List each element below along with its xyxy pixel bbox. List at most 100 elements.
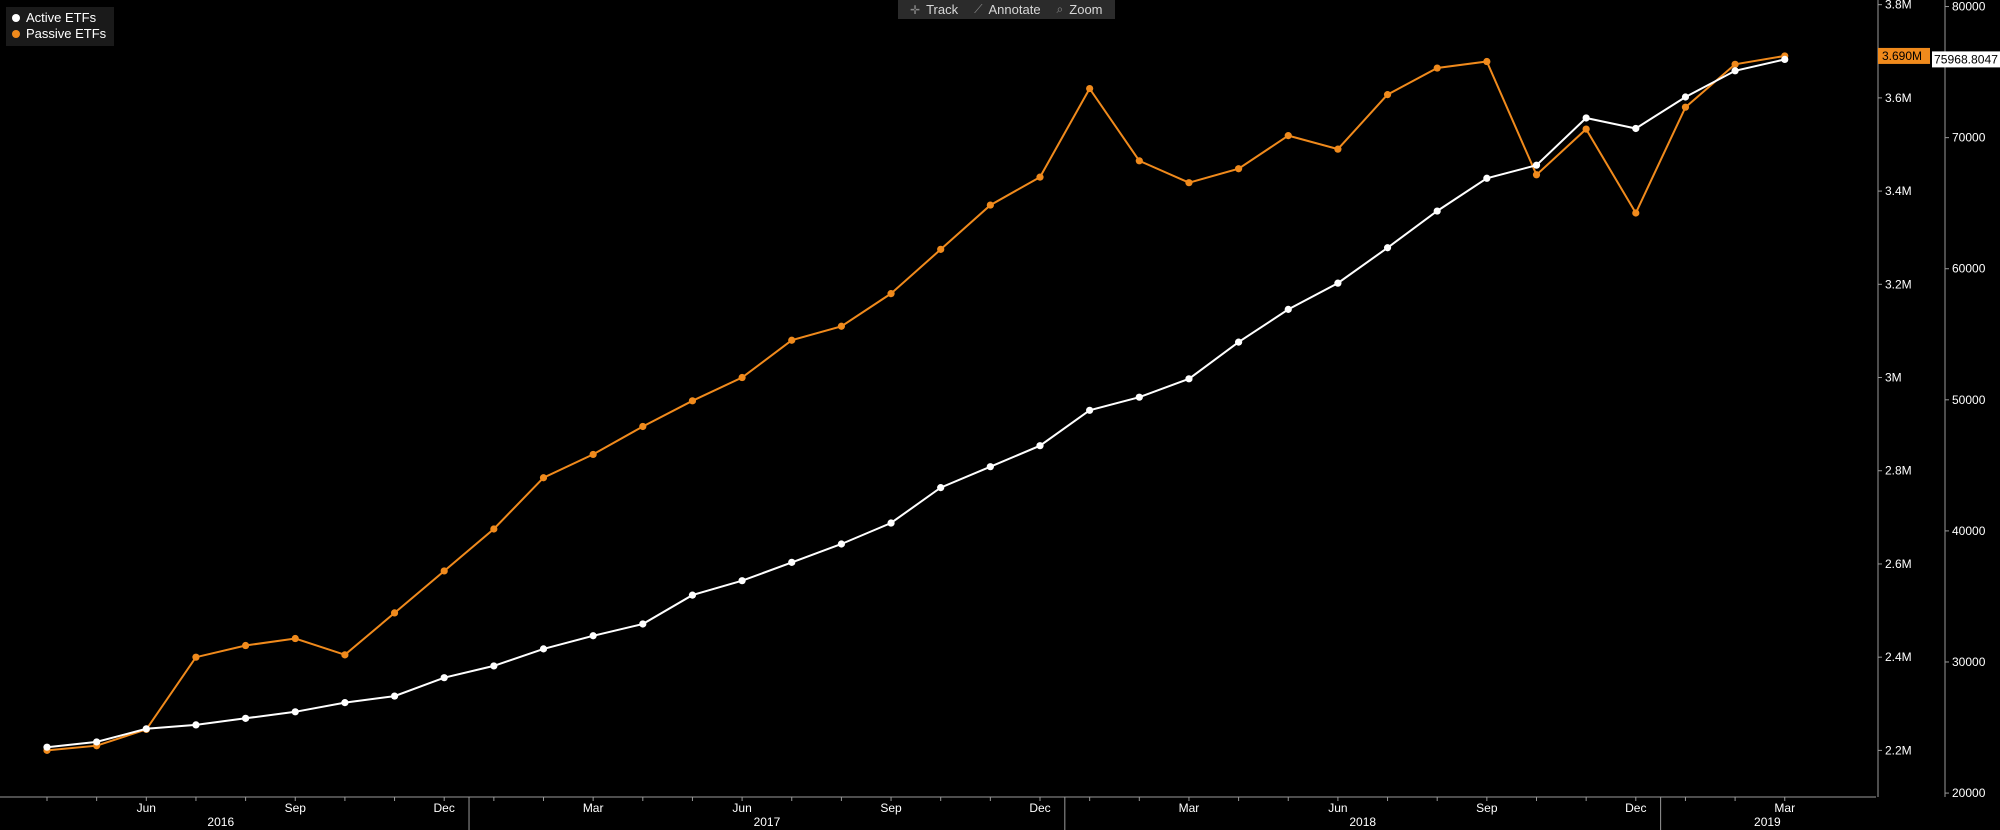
data-point-active [1433, 207, 1441, 215]
data-point-active [1483, 174, 1491, 182]
data-point-active [1036, 442, 1044, 450]
badge-active-bg [1932, 51, 2000, 68]
data-point-active [1086, 406, 1094, 414]
data-point-passive [1681, 103, 1690, 111]
data-point-passive [1086, 84, 1094, 93]
data-point-passive [589, 450, 597, 459]
y-inner-tick-label: 2.8M [1885, 464, 1912, 478]
y-inner-tick-label: 2.4M [1885, 650, 1912, 664]
data-point-active [93, 738, 101, 746]
data-point-active [1632, 124, 1640, 133]
x-tick-label: Dec [434, 801, 455, 815]
legend-item-passive[interactable]: Passive ETFs [12, 26, 106, 42]
data-point-active [1235, 338, 1243, 346]
data-point-passive [291, 634, 299, 643]
y-inner-tick-label: 3.4M [1885, 184, 1912, 198]
y-outer-tick-label: 20000 [1952, 786, 1986, 800]
data-point-passive [192, 653, 200, 661]
data-point-passive [788, 336, 796, 344]
data-point-active [688, 591, 697, 599]
data-point-active [539, 645, 548, 653]
data-point-active [43, 743, 51, 751]
x-tick-label: Jun [137, 801, 156, 815]
x-tick-label: Dec [1625, 801, 1646, 815]
data-point-active [242, 714, 250, 722]
data-point-active [341, 699, 349, 707]
y-inner-tick-label: 3M [1885, 371, 1902, 385]
data-point-active [291, 708, 299, 716]
chart-toolbar: ✛ Track ⟋ Annotate ⌕ Zoom [898, 0, 1115, 19]
series-line-passive [46, 54, 1785, 752]
zoom-button[interactable]: ⌕ Zoom [1049, 2, 1111, 17]
data-point-active [1185, 375, 1193, 383]
legend-item-active[interactable]: Active ETFs [12, 10, 106, 26]
track-button[interactable]: ✛ Track [902, 2, 966, 17]
legend-active-label: Active ETFs [26, 10, 97, 25]
year-label: 2016 [207, 815, 234, 829]
data-point-active [837, 540, 846, 548]
data-point-passive [837, 322, 846, 330]
data-point-active [1582, 114, 1590, 122]
data-point-active [1681, 93, 1690, 101]
y-outer-tick-label: 60000 [1952, 262, 1986, 276]
data-point-active [1731, 67, 1739, 75]
x-tick-label: Dec [1029, 801, 1050, 815]
y-outer-tick-label: 70000 [1952, 131, 1986, 145]
data-point-active [490, 662, 498, 670]
year-label: 2018 [1349, 815, 1376, 829]
data-point-active [192, 721, 200, 729]
y-outer-tick-label: 80000 [1952, 0, 1986, 14]
data-point-active [639, 620, 647, 628]
data-point-passive [390, 609, 399, 617]
data-point-passive [1731, 60, 1739, 68]
pencil-icon: ⟋ [974, 2, 983, 16]
data-point-passive [1582, 125, 1590, 133]
x-tick-label: Sep [880, 801, 902, 815]
year-label: 2019 [1754, 815, 1781, 829]
data-point-passive [1632, 209, 1640, 217]
x-tick-label: Jun [1328, 801, 1347, 815]
zoom-label: Zoom [1069, 2, 1103, 17]
data-point-active [1284, 305, 1292, 313]
y-inner-tick-label: 3.8M [1885, 0, 1912, 12]
data-point-active [1135, 393, 1143, 401]
data-point-active [589, 632, 597, 640]
badge-active-value: 75968.8047 [1934, 52, 1998, 66]
data-point-passive [1284, 132, 1292, 140]
data-point-active [937, 484, 945, 492]
data-point-active [887, 519, 895, 527]
data-point-passive [639, 422, 647, 431]
data-point-passive [986, 201, 994, 209]
badge-passive-bg [1878, 47, 1930, 64]
annotate-button[interactable]: ⟋ Annotate [966, 2, 1048, 17]
data-point-active [1334, 279, 1342, 287]
data-point-passive [1036, 173, 1044, 181]
legend-passive-label: Passive ETFs [26, 26, 107, 41]
x-tick-label: Jun [732, 801, 751, 815]
x-tick-label: Sep [285, 801, 307, 815]
data-point-passive [1334, 145, 1342, 153]
data-point-active [788, 558, 796, 566]
data-point-active [142, 725, 150, 733]
data-point-passive [440, 567, 448, 575]
data-point-active [738, 577, 746, 585]
year-label: 2017 [754, 815, 781, 829]
data-point-passive [1483, 57, 1491, 66]
track-label: Track [926, 2, 959, 17]
data-point-active [440, 674, 448, 682]
y-outer-tick-label: 30000 [1952, 655, 1986, 669]
y-inner-tick-label: 2.2M [1885, 743, 1912, 757]
data-point-passive [242, 641, 250, 650]
data-point-passive [887, 290, 895, 298]
data-point-active [1532, 161, 1541, 169]
y-inner-tick-label: 3.2M [1885, 277, 1912, 291]
data-point-passive [937, 245, 945, 253]
annotate-label: Annotate [988, 2, 1041, 17]
legend: Active ETFs Passive ETFs [6, 7, 115, 46]
magnifier-icon: ⌕ [1056, 2, 1064, 16]
data-point-passive [738, 373, 746, 382]
y-outer-tick-label: 40000 [1952, 524, 1986, 538]
data-point-active [1383, 244, 1392, 252]
data-point-passive [1383, 91, 1392, 99]
